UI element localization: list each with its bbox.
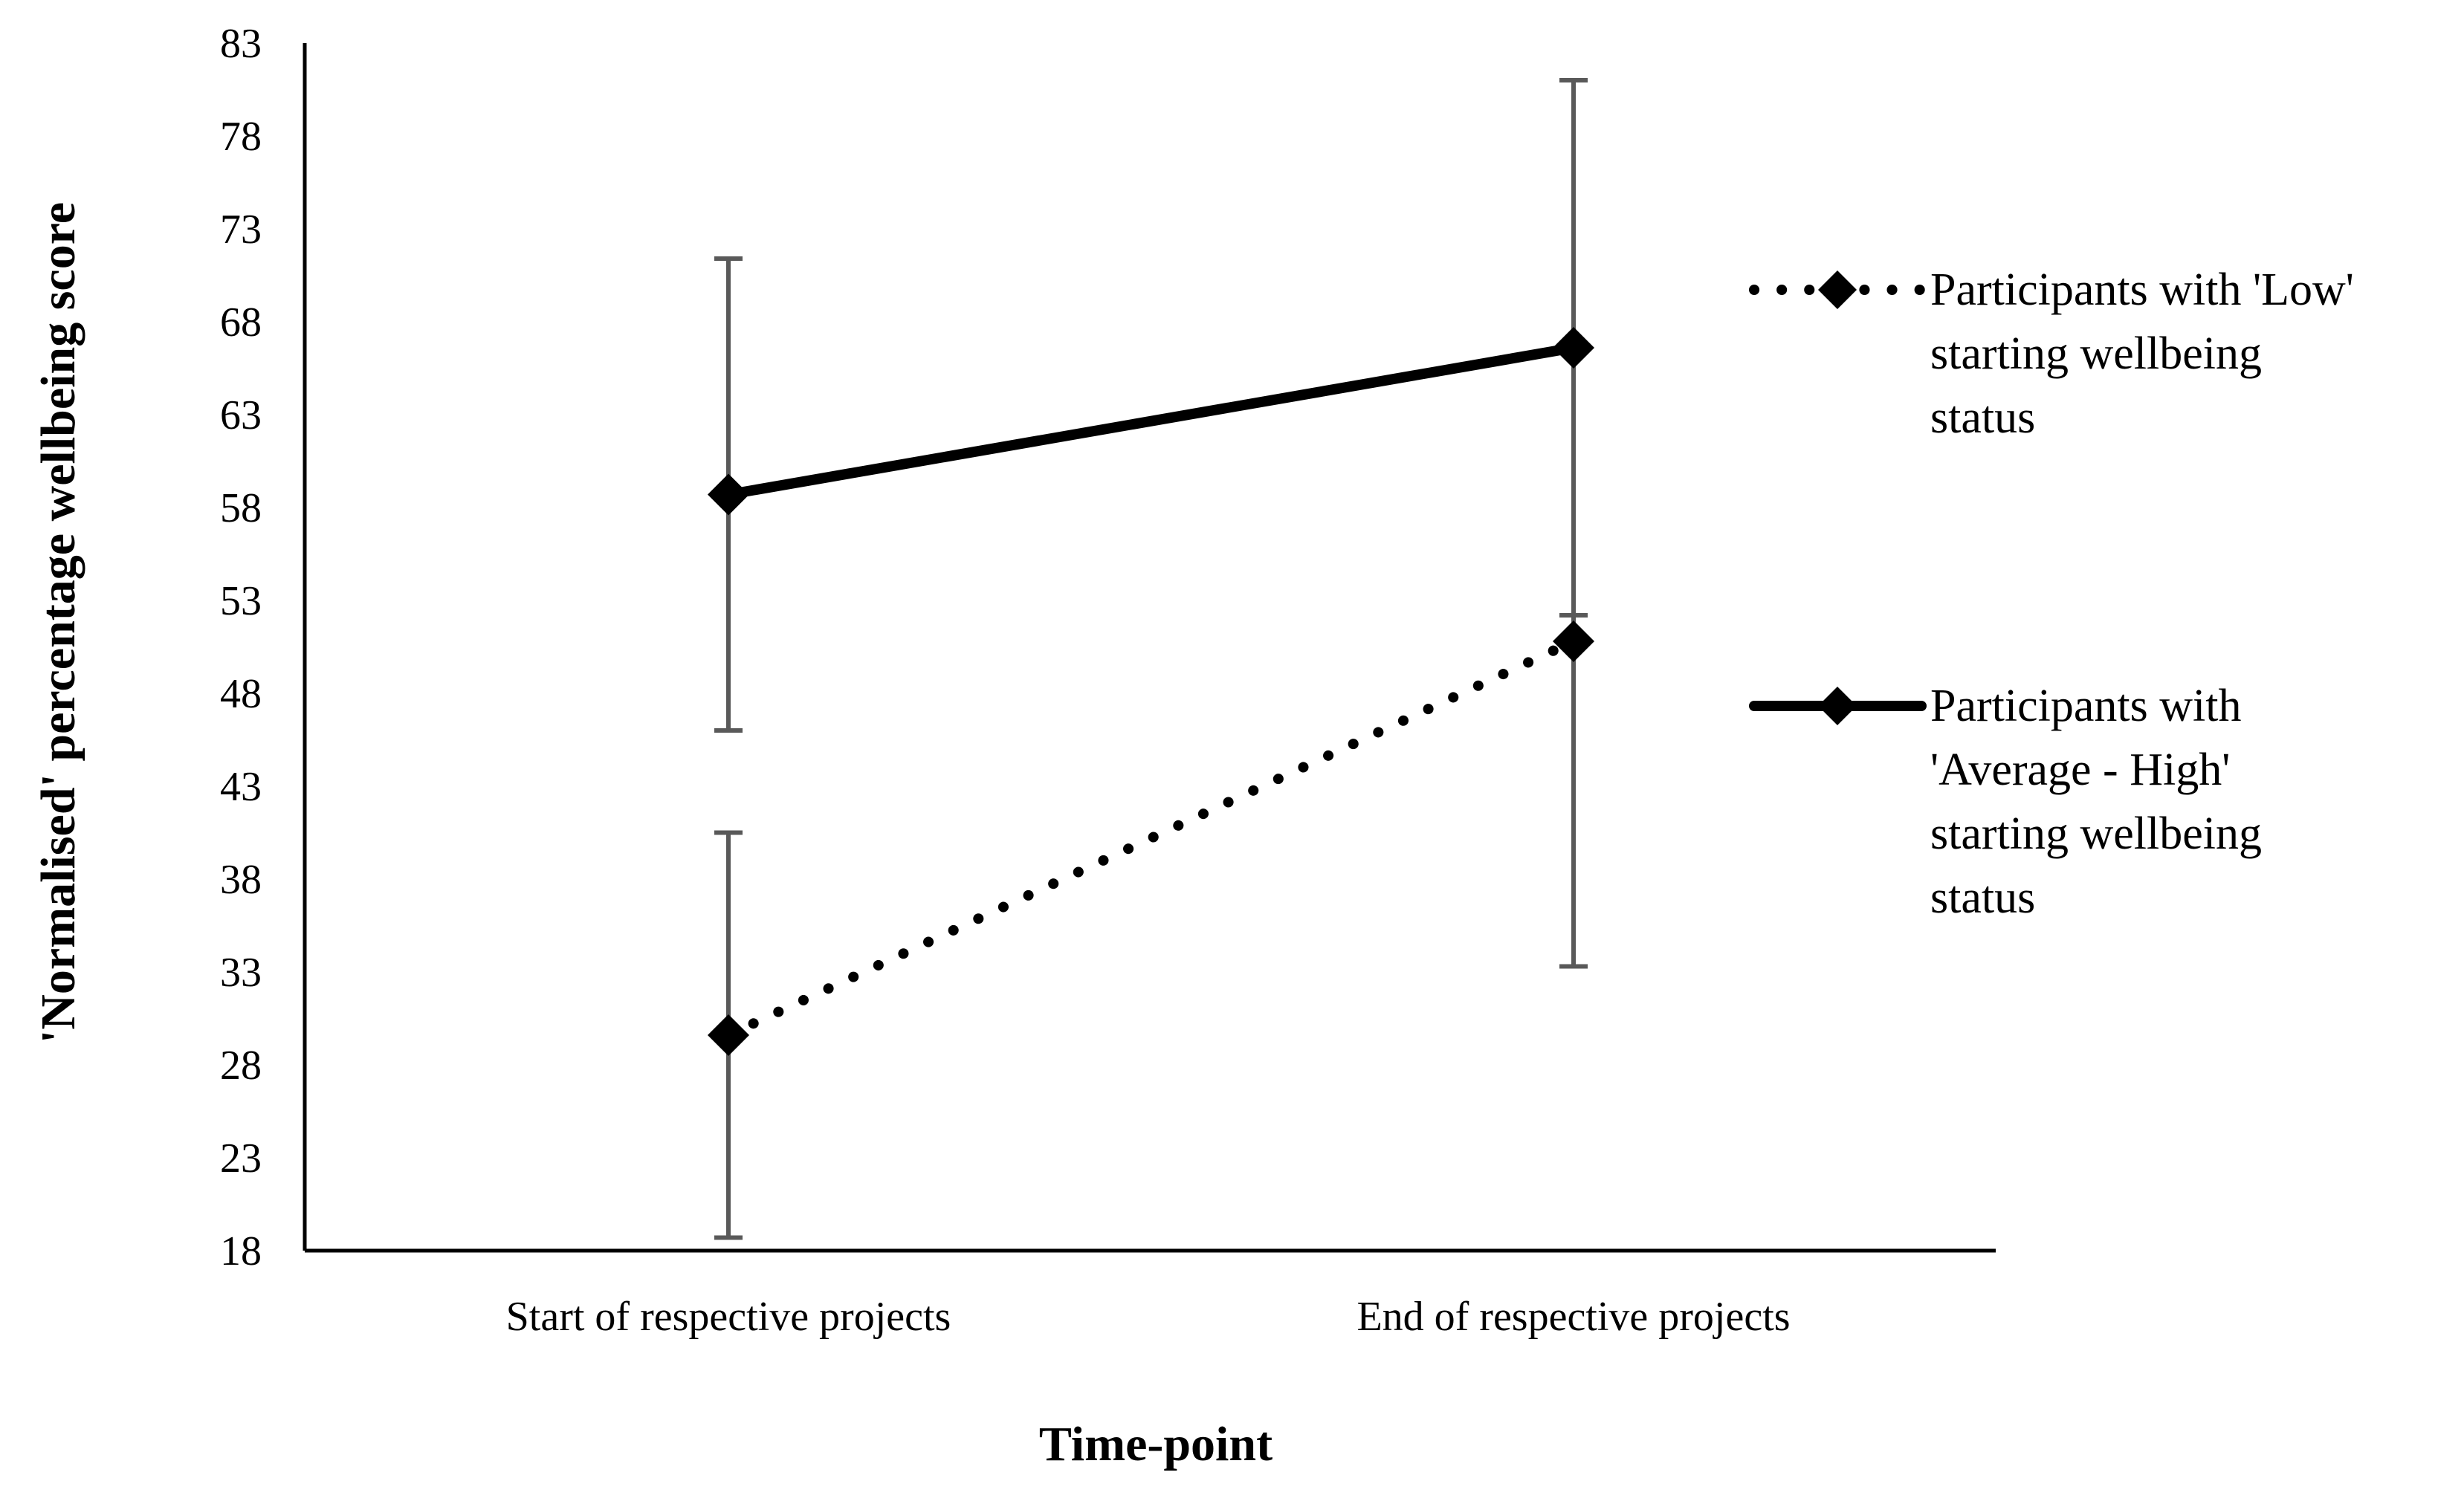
legend-label-line: starting wellbeing — [1930, 328, 2262, 379]
y-tick-label: 78 — [220, 114, 262, 160]
y-tick-label: 68 — [220, 299, 262, 346]
legend-label-line: Participants with 'Low' — [1930, 265, 2354, 315]
legend-label-line: starting wellbeing — [1930, 808, 2262, 859]
legend: Participants with 'Low' starting wellbein… — [1749, 265, 2354, 923]
y-tick-label: 28 — [220, 1043, 262, 1089]
y-tick-label: 53 — [220, 578, 262, 624]
legend-label: Participants with 'Low' starting wellbein… — [1930, 265, 2354, 443]
x-tick-label: End of respective projects — [1357, 1294, 1790, 1340]
y-tick-label: 33 — [220, 950, 262, 996]
y-tick-label: 38 — [220, 857, 262, 903]
legend-label-line: 'Average - High' — [1930, 745, 2230, 795]
legend-label-line: status — [1930, 872, 2035, 923]
axes — [303, 43, 1996, 1253]
series-line-low — [723, 636, 1579, 1040]
series-markers — [708, 327, 1594, 1056]
y-axis-title: 'Normalised' percentage wellbeing score — [31, 202, 85, 1043]
legend-label: Participants with 'Average - High' startin… — [1930, 681, 2262, 923]
x-tick-label: Start of respective projects — [506, 1294, 951, 1340]
y-tick-label: 73 — [220, 207, 262, 253]
error-bar — [1559, 613, 1588, 969]
legend-entry: Participants with 'Low' starting wellbein… — [1749, 265, 2354, 443]
y-tick-label: 43 — [220, 764, 262, 810]
data-point-marker — [708, 1014, 749, 1056]
series-line-average-high — [723, 343, 1579, 500]
legend-marker — [1818, 687, 1857, 725]
y-axis-ticks: 18 23 28 33 38 43 48 53 58 63 68 73 78 83 — [220, 21, 262, 1274]
y-tick-label: 63 — [220, 392, 262, 438]
data-point-marker — [708, 473, 749, 516]
data-point-marker — [1553, 620, 1594, 662]
y-tick-label: 23 — [220, 1135, 262, 1182]
legend-label-line: status — [1930, 392, 2035, 443]
error-bars — [714, 78, 1588, 1240]
y-tick-label: 58 — [220, 485, 262, 531]
series-lines — [723, 343, 1579, 1040]
y-tick-label: 48 — [220, 671, 262, 717]
legend-marker — [1818, 270, 1857, 309]
legend-label-line: Participants with — [1930, 681, 2241, 731]
x-axis-ticks: Start of respective projects End of respe… — [506, 1294, 1791, 1340]
data-point-marker — [1553, 327, 1594, 369]
y-tick-label: 18 — [220, 1228, 262, 1274]
legend-entry: Participants with 'Average - High' startin… — [1749, 681, 2262, 923]
x-axis-title: Time-point — [1039, 1417, 1273, 1471]
y-tick-label: 83 — [220, 21, 262, 67]
